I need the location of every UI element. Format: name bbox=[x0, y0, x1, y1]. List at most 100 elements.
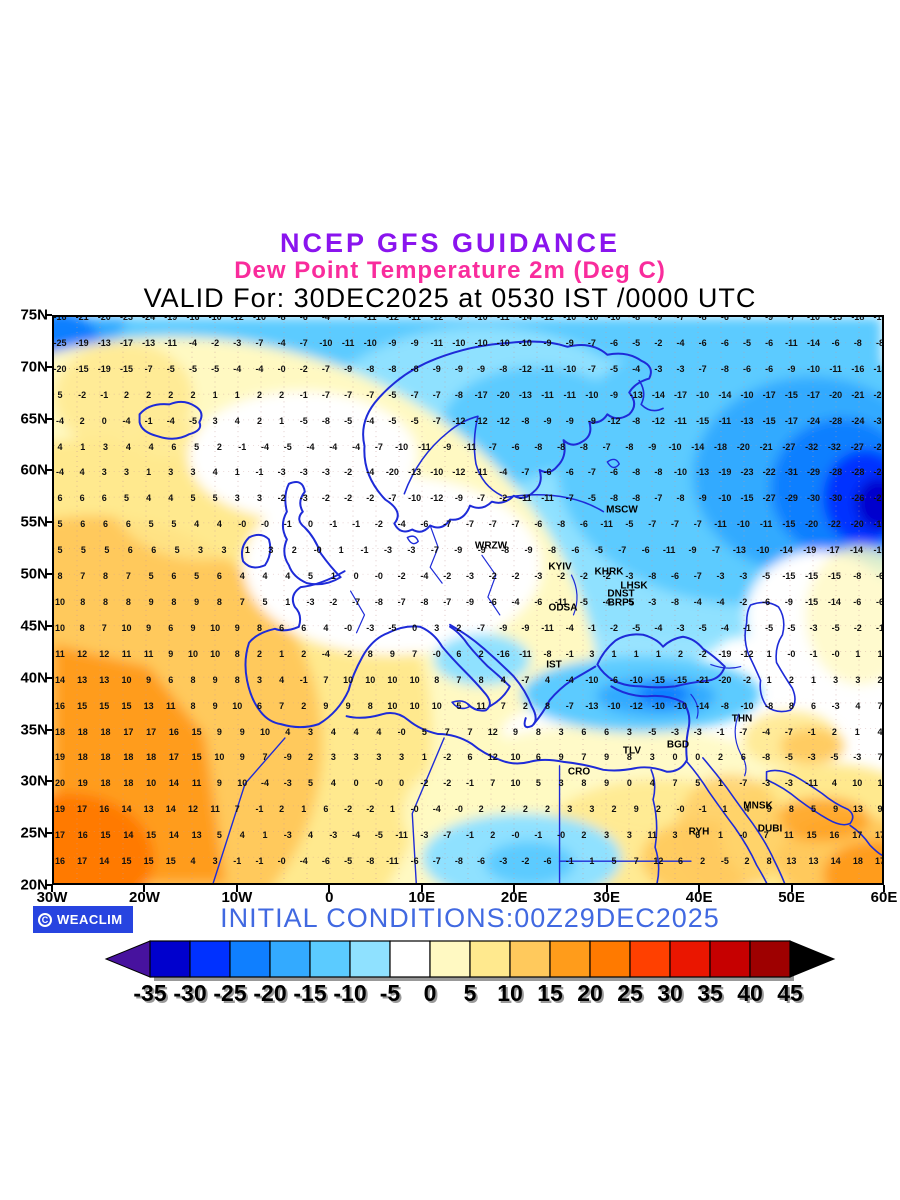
dewpoint-value: 7 bbox=[490, 778, 496, 789]
dewpoint-value: -19 bbox=[97, 363, 111, 374]
dewpoint-value: -5 bbox=[698, 622, 707, 633]
city-label-dnst: DNST bbox=[607, 588, 635, 600]
dewpoint-value: 15 bbox=[99, 700, 110, 711]
dewpoint-value: 8 bbox=[234, 648, 240, 659]
dewpoint-value: 4 bbox=[57, 441, 63, 452]
dewpoint-value: -4 bbox=[329, 441, 338, 452]
dewpoint-value: 5 bbox=[57, 519, 63, 530]
dewpoint-value: -19 bbox=[164, 315, 178, 322]
dewpoint-value: -5 bbox=[720, 856, 729, 867]
dewpoint-value: -1 bbox=[299, 674, 308, 685]
dewpoint-value: -13 bbox=[732, 545, 746, 556]
lon-label-20E: 20E bbox=[500, 889, 528, 906]
dewpoint-value: 13 bbox=[191, 830, 202, 841]
dewpoint-value: -2 bbox=[499, 493, 508, 504]
dewpoint-value: 14 bbox=[121, 804, 132, 815]
dewpoint-value: -7 bbox=[144, 363, 153, 374]
subtitle-variable: Dew Point Temperature 2m (Deg C) bbox=[234, 257, 666, 284]
dewpoint-value: -4 bbox=[260, 441, 269, 452]
dewpoint-value: 10 bbox=[259, 726, 270, 737]
dewpoint-value: 2 bbox=[655, 804, 661, 815]
dewpoint-value: -13 bbox=[585, 700, 599, 711]
dewpoint-value: -3 bbox=[676, 622, 685, 633]
dewpoint-value: -29 bbox=[784, 493, 798, 504]
dewpoint-value: -15 bbox=[805, 571, 819, 582]
dewpoint-value: 0 bbox=[353, 571, 359, 582]
dewpoint-value: -4 bbox=[233, 363, 242, 374]
dewpoint-value: -15 bbox=[805, 597, 819, 607]
dewpoint-value: -0 bbox=[831, 648, 840, 659]
lon-label-40E: 40E bbox=[685, 889, 713, 906]
dewpoint-value: -6 bbox=[610, 467, 619, 478]
dewpoint-value: 7 bbox=[80, 571, 86, 582]
dewpoint-value: -5 bbox=[610, 363, 619, 374]
lon-tick bbox=[883, 885, 885, 892]
dewpoint-value: -2 bbox=[853, 622, 862, 633]
dewpoint-value: -1 bbox=[100, 389, 109, 400]
dewpoint-value: -0 bbox=[374, 571, 383, 582]
dewpoint-value: 14 bbox=[54, 674, 65, 685]
colorbar-tick-label: 25 bbox=[617, 980, 643, 1006]
dewpoint-value: -15 bbox=[740, 493, 754, 504]
dewpoint-value: -2 bbox=[344, 804, 353, 815]
dewpoint-value: -12 bbox=[607, 415, 621, 426]
dewpoint-value: -5 bbox=[166, 363, 175, 374]
dewpoint-value: 0 bbox=[626, 778, 632, 789]
dewpoint-value: -4 bbox=[654, 622, 663, 633]
dewpoint-value: 2 bbox=[256, 648, 262, 659]
dewpoint-value: -20 bbox=[385, 467, 399, 478]
dewpoint-value: 3 bbox=[376, 752, 382, 763]
dewpoint-value: -28 bbox=[829, 467, 843, 478]
dewpoint-value: -22 bbox=[827, 519, 841, 530]
dewpoint-value: 9 bbox=[345, 700, 351, 711]
dewpoint-value: -4 bbox=[55, 415, 64, 426]
dewpoint-value: 5 bbox=[57, 545, 63, 556]
dewpoint-value: 3 bbox=[103, 441, 109, 452]
dewpoint-value: -10 bbox=[585, 674, 599, 685]
dewpoint-value: -8 bbox=[321, 415, 330, 426]
dewpoint-value: -11 bbox=[541, 493, 554, 504]
dewpoint-value: 7 bbox=[456, 674, 462, 685]
dewpoint-value: -2 bbox=[211, 337, 220, 348]
dewpoint-value: 10 bbox=[510, 778, 521, 789]
dewpoint-value: -0 bbox=[374, 778, 383, 789]
dewpoint-value: -2 bbox=[277, 493, 286, 504]
dewpoint-value: -7 bbox=[488, 441, 497, 452]
dewpoint-value: -10 bbox=[496, 337, 510, 348]
city-label-odsa: ODSA bbox=[548, 602, 578, 614]
dewpoint-value: -7 bbox=[711, 545, 720, 556]
dewpoint-value: 3 bbox=[649, 752, 655, 763]
dewpoint-value: 4 bbox=[376, 726, 382, 737]
dewpoint-value: 4 bbox=[649, 778, 655, 789]
dewpoint-value: -1 bbox=[465, 830, 474, 841]
dewpoint-value: 8 bbox=[256, 622, 262, 633]
dewpoint-value: 10 bbox=[54, 622, 65, 633]
dewpoint-value: -15 bbox=[762, 415, 776, 426]
dewpoint-value: -7 bbox=[388, 493, 397, 504]
dewpoint-value: 2 bbox=[168, 389, 174, 400]
dewpoint-value: 3 bbox=[558, 778, 564, 789]
dewpoint-value: 7 bbox=[101, 622, 107, 633]
dewpoint-value: 7 bbox=[633, 856, 639, 867]
dewpoint-value: -10 bbox=[474, 315, 488, 322]
dewpoint-value: 7 bbox=[444, 726, 450, 737]
dewpoint-value: -2 bbox=[743, 674, 752, 685]
colorbar-tick-label: -20 bbox=[253, 980, 287, 1006]
dewpoint-value: 10 bbox=[146, 778, 157, 789]
dewpoint-value: -11 bbox=[463, 441, 477, 452]
dewpoint-value: -7 bbox=[565, 493, 574, 504]
lat-tick bbox=[45, 780, 52, 783]
dewpoint-value: 9 bbox=[833, 804, 839, 815]
dewpoint-value: -6 bbox=[410, 856, 419, 867]
dewpoint-value: -6 bbox=[670, 571, 679, 582]
dewpoint-value: 1 bbox=[80, 441, 86, 452]
city-label-ryh: RYH bbox=[688, 826, 710, 838]
dewpoint-value: 6 bbox=[80, 519, 86, 530]
dewpoint-value: 3 bbox=[567, 804, 573, 815]
dewpoint-value: -14 bbox=[806, 337, 820, 348]
dewpoint-value: -14 bbox=[696, 700, 710, 711]
dewpoint-value: 4 bbox=[279, 674, 285, 685]
dewpoint-value: -1 bbox=[534, 830, 543, 841]
dewpoint-value: -6 bbox=[831, 337, 840, 348]
dewpoint-value: 6 bbox=[695, 830, 701, 841]
